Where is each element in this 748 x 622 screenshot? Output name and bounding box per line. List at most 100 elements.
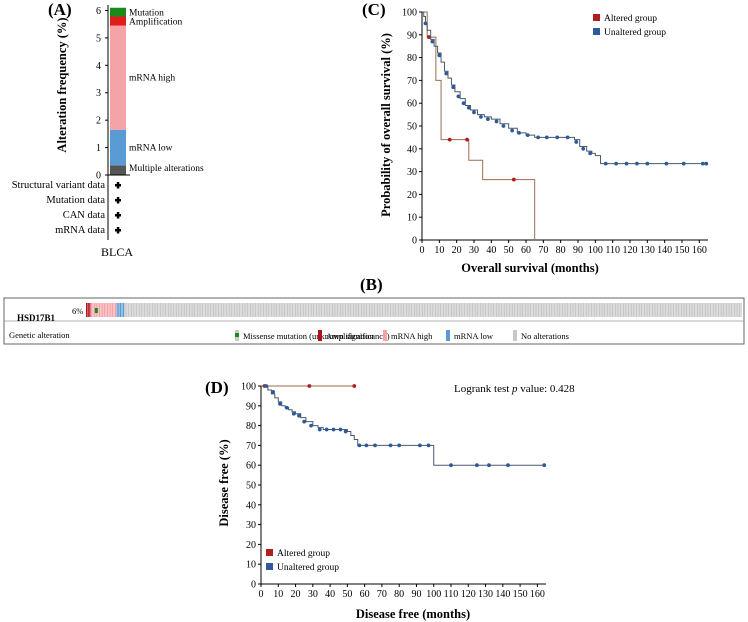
oncoprint-sample-cell [264, 303, 266, 317]
a-y-tick-label: 2 [96, 116, 101, 127]
oncoprint-sample-cell [357, 303, 359, 317]
oncoprint-sample-cell [373, 303, 376, 317]
a-data-type-label: Mutation data [46, 195, 105, 206]
oncoprint-sample-cell [248, 303, 250, 317]
oncoprint-sample-cell [335, 303, 337, 317]
oncoprint-sample-cell [507, 303, 509, 317]
oncoprint-sample-cell [245, 303, 247, 317]
oncoprint-sample-cell [314, 303, 316, 317]
c-y-tick-label: 50 [407, 122, 417, 133]
oncoprint-sample-cell [393, 303, 395, 317]
oncoprint-sample-cell [555, 303, 557, 317]
oncoprint-sample-cell [737, 303, 739, 317]
d-censor-mark [331, 427, 336, 432]
oncoprint-sample-cell [148, 303, 150, 317]
oncoprint-sample-cell [724, 303, 726, 317]
oncoprint-sample-cell [253, 303, 255, 317]
oncoprint-sample-cell [492, 303, 495, 317]
oncoprint-sample-cell [463, 303, 466, 317]
oncoprint-sample-cell [291, 303, 294, 317]
c-x-tick-label: 130 [640, 245, 655, 256]
d-censor-mark [475, 463, 479, 468]
oncoprint-sample-cell [502, 303, 504, 317]
d-censor-mark [418, 443, 422, 448]
oncoprint-sample-cell [672, 303, 675, 317]
c-x-tick-label: 90 [573, 245, 583, 256]
c-x-tick-label: 0 [420, 245, 425, 256]
d-y-tick-label: 100 [241, 382, 256, 393]
oncoprint-sample-cell [703, 303, 705, 317]
a-y-tick-label: 4 [96, 61, 101, 72]
d-logrank-annotation: Logrank test p value: 0.428 [454, 383, 575, 395]
c-x-tick-label: 100 [588, 245, 603, 256]
oncoprint-sample-cell [102, 303, 104, 317]
oncoprint-sample-cell [139, 303, 141, 317]
oncoprint-sample-cell [309, 303, 311, 317]
oncoprint-sample-cell [598, 303, 601, 317]
oncoprint-sample-cell [296, 303, 298, 317]
d-censor-mark [542, 463, 547, 468]
c-y-tick-label: 30 [407, 167, 417, 178]
oncoprint-sample-cell [267, 303, 269, 317]
d-censor-mark [278, 401, 282, 406]
oncoprint-sample-cell [381, 303, 384, 317]
oncoprint-sample-cell [111, 303, 113, 317]
oncoprint-sample-cell [134, 303, 136, 317]
oncoprint-sample-cell [470, 303, 472, 317]
oncoprint-sample-cell [523, 303, 525, 317]
oncoprint-sample-cell [442, 303, 445, 317]
c-x-tick-label: 20 [452, 245, 462, 256]
panel-d-disease-free-chart: 0 10 20 30 40 50 60 70 80 90 100 0 10 20 30 40 50 60 70 80 9… [217, 382, 575, 622]
oncoprint-sample-cell [312, 303, 314, 317]
oncoprint-sample-cell [216, 303, 218, 317]
oncoprint-sample-cell [240, 303, 242, 317]
oncoprint-sample-cell [365, 303, 368, 317]
oncoprint-sample-cell [108, 303, 110, 317]
d-censor-mark [373, 443, 377, 448]
oncoprint-sample-cell [656, 303, 659, 317]
oncoprint-sample-cell [118, 303, 120, 317]
oncoprint-sample-cell [587, 303, 589, 317]
oncoprint-sample-cell [578, 303, 580, 317]
c-censor-mark [517, 130, 521, 135]
oncoprint-sample-cell [563, 303, 565, 317]
d-y-tick-label: 50 [246, 481, 256, 492]
oncoprint-sample-cell [127, 303, 130, 317]
oncoprint-sample-cell [182, 303, 184, 317]
oncoprint-sample-cell [605, 303, 607, 317]
oncoprint-sample-cell [122, 303, 125, 317]
oncoprint-sample-cell [706, 303, 708, 317]
c-x-tick-label: 80 [556, 245, 566, 256]
c-x-tick-label: 110 [605, 245, 620, 256]
oncoprint-sample-cell [185, 303, 187, 317]
oncoprint-sample-cell [611, 303, 614, 317]
oncoprint-sample-cell [476, 303, 478, 317]
oncoprint-sample-cell [520, 303, 522, 317]
oncoprint-sample-cell [423, 303, 425, 317]
oncoprint-sample-cell [405, 303, 408, 317]
a-category-label: BLCA [101, 245, 133, 259]
oncoprint-sample-cell [518, 303, 520, 317]
c-x-tick-label: 60 [521, 245, 531, 256]
oncoprint-sample-cell [156, 303, 159, 317]
oncoprint-sample-cell [103, 303, 105, 317]
oncoprint-sample-cell [695, 303, 697, 317]
c-censor-mark [581, 146, 586, 151]
oncoprint-sample-cell [221, 303, 223, 317]
oncoprint-sample-cell [602, 303, 604, 317]
oncoprint-sample-cell [730, 303, 733, 317]
oncoprint-sample-cell [529, 303, 532, 317]
d-censor-mark [364, 443, 369, 448]
oncoprint-sample-cell [140, 303, 142, 317]
a-data-type-label: mRNA data [55, 225, 105, 236]
oncoprint-sample-cell [233, 303, 236, 317]
oncoprint-sample-cell [412, 303, 414, 317]
oncoprint-sample-cell [557, 303, 559, 317]
oncoprint-legend-swatch-mark [235, 333, 239, 337]
oncoprint-sample-cell [391, 303, 393, 317]
oncoprint-sample-cell [677, 303, 679, 317]
oncoprint-sample-cell [603, 303, 605, 317]
oncoprint-sample-cell [698, 303, 700, 317]
oncoprint-sample-cell [402, 303, 405, 317]
oncoprint-sample-cell [401, 303, 403, 317]
